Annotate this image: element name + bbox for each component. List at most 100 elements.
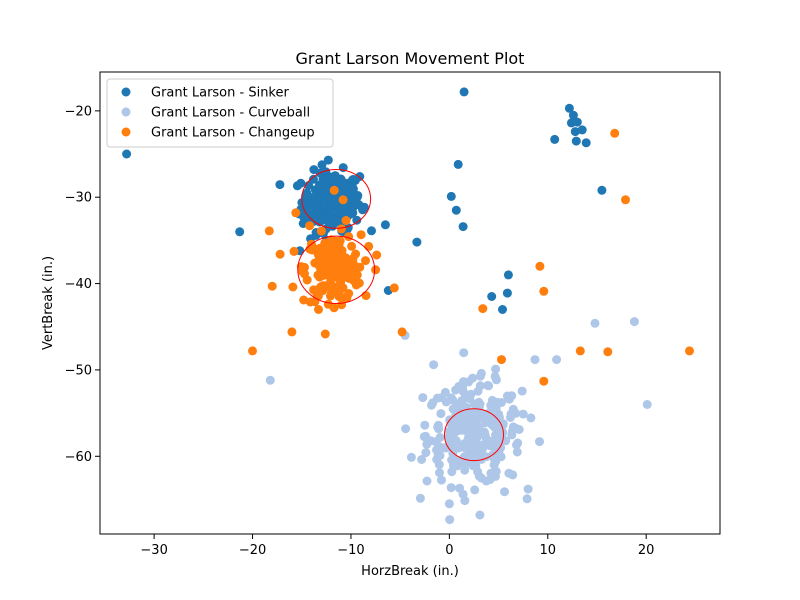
x-tick-label: 20: [638, 543, 655, 558]
data-point: [417, 455, 427, 464]
data-point: [325, 291, 335, 301]
data-point: [505, 412, 515, 422]
data-point: [401, 424, 411, 434]
data-point: [603, 347, 613, 357]
data-point: [451, 385, 461, 395]
data-point: [389, 283, 399, 293]
data-point: [433, 422, 443, 432]
y-tick-label: −30: [65, 191, 92, 206]
data-point: [447, 467, 457, 477]
data-point: [428, 398, 438, 408]
data-point: [291, 208, 301, 218]
data-point: [445, 515, 455, 525]
x-axis-label: HorzBreak (in.): [361, 564, 459, 579]
data-point: [481, 476, 491, 486]
data-point: [426, 436, 436, 446]
data-point: [581, 138, 591, 148]
legend-marker: [121, 127, 131, 137]
data-point: [371, 265, 381, 275]
data-point: [267, 281, 277, 291]
data-point: [352, 215, 362, 225]
cluster-ellipse-1: [297, 235, 376, 304]
data-point: [429, 360, 439, 370]
data-point: [288, 282, 298, 292]
data-point: [406, 452, 416, 462]
data-point: [334, 241, 344, 251]
data-point: [513, 438, 523, 448]
data-point: [522, 494, 532, 504]
data-point: [597, 185, 607, 195]
data-point: [446, 191, 456, 201]
data-point: [356, 230, 366, 240]
data-point: [361, 291, 371, 301]
data-point: [514, 425, 524, 434]
data-point: [122, 149, 132, 159]
data-point: [470, 485, 480, 495]
data-point: [355, 172, 365, 181]
data-point: [265, 375, 275, 385]
data-point: [475, 510, 485, 520]
legend: Grant Larson - Sinker Grant Larson - Curv…: [106, 78, 334, 148]
data-point: [477, 444, 487, 454]
data-point: [300, 262, 309, 272]
data-point: [314, 305, 323, 314]
data-point: [460, 465, 470, 475]
data-point: [498, 419, 508, 429]
data-point: [352, 270, 362, 280]
data-point: [448, 416, 458, 426]
data-point: [354, 278, 364, 288]
data-point: [323, 299, 333, 309]
data-point: [432, 445, 441, 455]
data-point: [325, 221, 335, 231]
data-point: [422, 476, 432, 486]
data-point: [315, 283, 325, 292]
data-point: [491, 364, 501, 374]
series-2: [248, 128, 694, 386]
legend-box: [106, 78, 334, 148]
data-point: [248, 346, 257, 356]
data-point: [590, 318, 600, 328]
data-point: [474, 397, 484, 407]
data-point: [287, 327, 297, 337]
data-point: [305, 221, 315, 231]
data-point: [315, 180, 324, 190]
data-point: [610, 128, 620, 138]
cluster-ellipse-2: [444, 408, 504, 462]
legend-marker: [121, 107, 131, 117]
data-point: [451, 205, 461, 215]
data-point: [436, 409, 446, 419]
data-point: [317, 160, 327, 170]
data-point: [299, 212, 309, 222]
data-point: [446, 393, 456, 403]
data-point: [264, 226, 274, 236]
data-point: [437, 475, 446, 485]
data-point: [361, 256, 370, 266]
data-point: [323, 155, 333, 165]
data-point: [504, 394, 514, 404]
data-point: [320, 329, 330, 339]
data-point: [306, 211, 316, 221]
cluster-ellipse-0: [301, 169, 372, 229]
data-point: [299, 295, 309, 305]
data-point: [372, 250, 382, 260]
legend-label: Grant Larson - Sinker: [151, 86, 289, 101]
data-point: [498, 305, 507, 314]
data-point: [326, 200, 336, 209]
legend-label: Grant Larson - Changeup: [151, 126, 315, 141]
data-point: [314, 252, 324, 262]
y-tick-label: −60: [65, 450, 92, 465]
data-point: [685, 346, 694, 356]
data-point: [448, 448, 458, 458]
data-point: [331, 265, 341, 275]
data-point: [530, 355, 540, 365]
data-point: [523, 484, 533, 494]
data-point: [487, 395, 497, 405]
data-point: [300, 269, 309, 279]
data-point: [500, 487, 509, 497]
data-point: [435, 468, 444, 478]
data-point: [420, 420, 430, 430]
data-point: [275, 249, 285, 259]
data-point: [468, 423, 477, 433]
data-point: [568, 110, 578, 120]
data-point: [336, 277, 346, 287]
